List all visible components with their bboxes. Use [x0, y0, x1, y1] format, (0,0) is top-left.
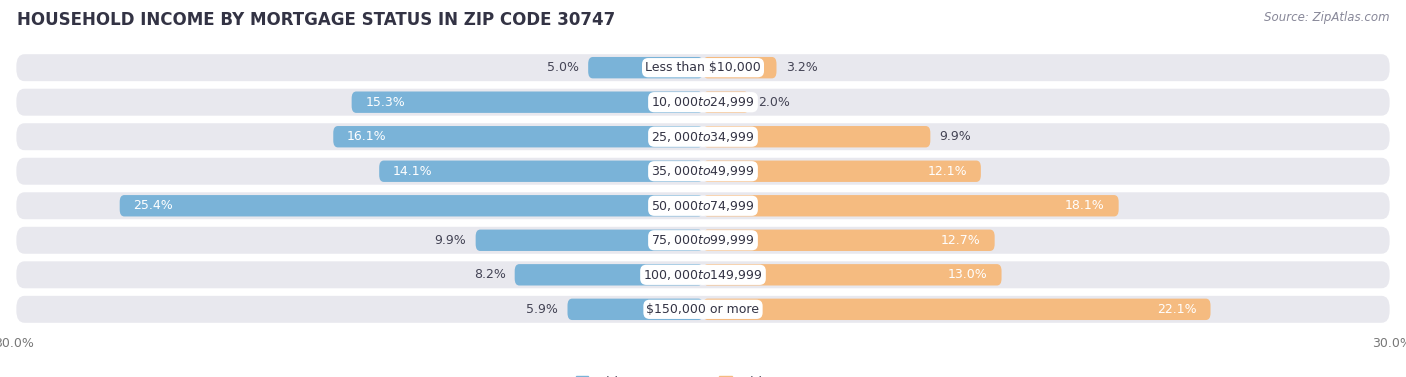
- Text: 13.0%: 13.0%: [948, 268, 988, 281]
- FancyBboxPatch shape: [703, 195, 1119, 216]
- Text: $10,000 to $24,999: $10,000 to $24,999: [651, 95, 755, 109]
- Text: 12.7%: 12.7%: [941, 234, 981, 247]
- Text: 2.0%: 2.0%: [758, 96, 790, 109]
- Text: $35,000 to $49,999: $35,000 to $49,999: [651, 164, 755, 178]
- Text: Source: ZipAtlas.com: Source: ZipAtlas.com: [1264, 11, 1389, 24]
- FancyBboxPatch shape: [703, 299, 1211, 320]
- Text: 25.4%: 25.4%: [134, 199, 173, 212]
- FancyBboxPatch shape: [380, 161, 703, 182]
- Text: HOUSEHOLD INCOME BY MORTGAGE STATUS IN ZIP CODE 30747: HOUSEHOLD INCOME BY MORTGAGE STATUS IN Z…: [17, 11, 614, 29]
- Text: 15.3%: 15.3%: [366, 96, 405, 109]
- Text: 22.1%: 22.1%: [1157, 303, 1197, 316]
- Text: $50,000 to $74,999: $50,000 to $74,999: [651, 199, 755, 213]
- Text: 9.9%: 9.9%: [939, 130, 972, 143]
- FancyBboxPatch shape: [17, 158, 1389, 185]
- FancyBboxPatch shape: [515, 264, 703, 285]
- FancyBboxPatch shape: [475, 230, 703, 251]
- Text: 3.2%: 3.2%: [786, 61, 817, 74]
- FancyBboxPatch shape: [120, 195, 703, 216]
- Text: Less than $10,000: Less than $10,000: [645, 61, 761, 74]
- Text: $150,000 or more: $150,000 or more: [647, 303, 759, 316]
- FancyBboxPatch shape: [17, 227, 1389, 254]
- Legend: Without Mortgage, With Mortgage: Without Mortgage, With Mortgage: [575, 375, 831, 377]
- Text: 16.1%: 16.1%: [347, 130, 387, 143]
- FancyBboxPatch shape: [703, 161, 981, 182]
- FancyBboxPatch shape: [703, 57, 776, 78]
- FancyBboxPatch shape: [703, 230, 994, 251]
- FancyBboxPatch shape: [17, 192, 1389, 219]
- Text: 5.9%: 5.9%: [526, 303, 558, 316]
- FancyBboxPatch shape: [352, 92, 703, 113]
- FancyBboxPatch shape: [333, 126, 703, 147]
- Text: $75,000 to $99,999: $75,000 to $99,999: [651, 233, 755, 247]
- FancyBboxPatch shape: [588, 57, 703, 78]
- FancyBboxPatch shape: [703, 264, 1001, 285]
- Text: 5.0%: 5.0%: [547, 61, 579, 74]
- Text: $25,000 to $34,999: $25,000 to $34,999: [651, 130, 755, 144]
- Text: 12.1%: 12.1%: [928, 165, 967, 178]
- FancyBboxPatch shape: [568, 299, 703, 320]
- Text: 9.9%: 9.9%: [434, 234, 467, 247]
- FancyBboxPatch shape: [17, 261, 1389, 288]
- FancyBboxPatch shape: [17, 123, 1389, 150]
- FancyBboxPatch shape: [17, 54, 1389, 81]
- FancyBboxPatch shape: [703, 92, 749, 113]
- Text: 14.1%: 14.1%: [392, 165, 433, 178]
- FancyBboxPatch shape: [17, 296, 1389, 323]
- FancyBboxPatch shape: [703, 126, 931, 147]
- Text: 8.2%: 8.2%: [474, 268, 506, 281]
- Text: $100,000 to $149,999: $100,000 to $149,999: [644, 268, 762, 282]
- FancyBboxPatch shape: [17, 89, 1389, 116]
- Text: 18.1%: 18.1%: [1066, 199, 1105, 212]
